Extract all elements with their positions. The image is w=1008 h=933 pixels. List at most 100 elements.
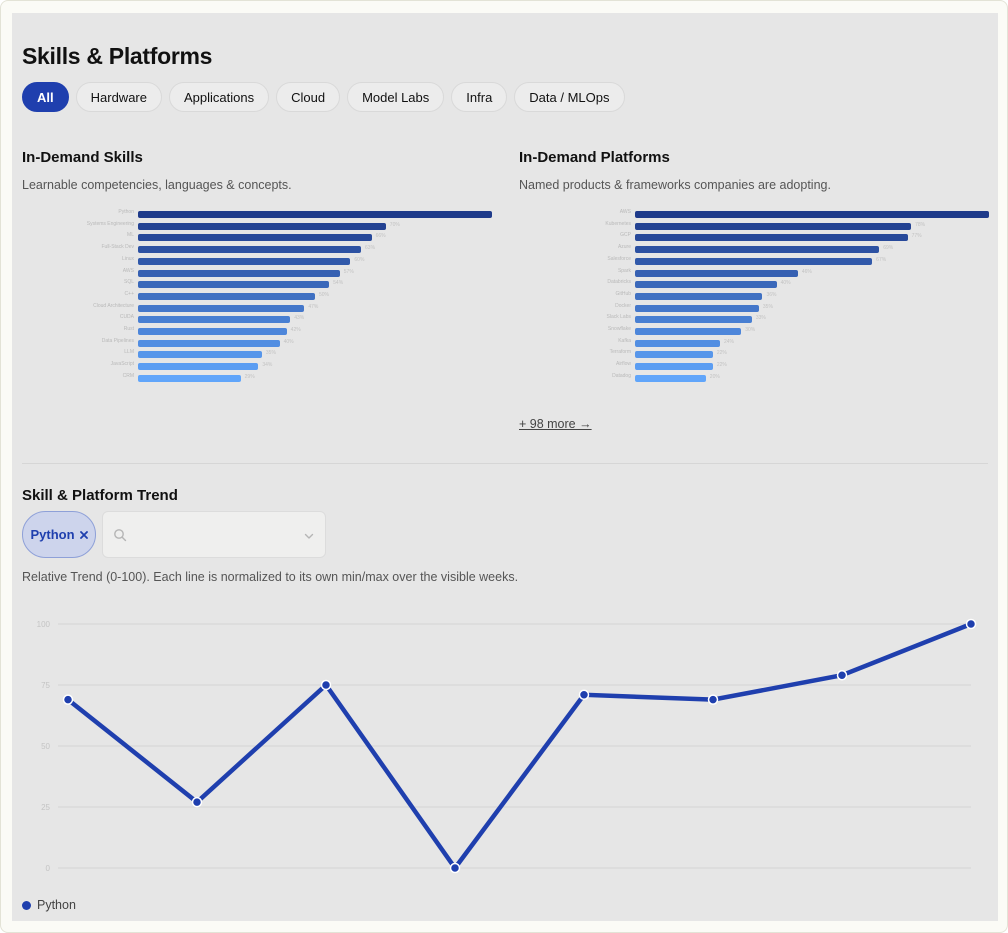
- filter-chip-data-mlops[interactable]: Data / MLOps: [514, 82, 625, 112]
- selected-skill-chip[interactable]: Python: [22, 511, 96, 558]
- platform-bar[interactable]: [635, 351, 713, 359]
- platform-bar[interactable]: [635, 363, 713, 371]
- skill-bar-value: 29%: [244, 373, 255, 380]
- platform-bar[interactable]: [635, 304, 759, 312]
- platform-bar[interactable]: [635, 328, 742, 335]
- skill-bar-value: 35%: [265, 350, 276, 357]
- platform-bar[interactable]: [635, 211, 989, 218]
- trend-legend: Python: [22, 898, 76, 912]
- platform-bar-row: Terraform 22%: [519, 349, 989, 359]
- platform-bar-row: Slack Labs 33%: [519, 314, 989, 324]
- filter-chip-all[interactable]: All: [22, 82, 69, 112]
- legend-swatch-python: [22, 900, 31, 910]
- platform-bar-value: 20%: [709, 373, 720, 380]
- platform-bar-label: AWS: [619, 209, 631, 215]
- skill-bar-row: ML 66%: [22, 232, 492, 242]
- skill-bar-label: Rust: [123, 326, 134, 332]
- platform-bar-label: Airflow: [615, 361, 631, 368]
- skill-bar-row: Full-Stack Dev 63%: [22, 244, 492, 254]
- platform-bar[interactable]: [635, 222, 912, 230]
- platform-bar-row: Kafka 24%: [519, 338, 989, 348]
- skill-bar-value: 54%: [333, 280, 344, 287]
- data-point-python[interactable]: [449, 862, 461, 874]
- skill-search-combobox[interactable]: [102, 511, 326, 558]
- trend-line-chart: 0255075100Mar 28, 2026Apr 4, 2026Apr 11,…: [37, 618, 977, 874]
- close-icon[interactable]: [79, 527, 88, 542]
- platform-bar-value: 22%: [716, 350, 727, 357]
- skill-bar[interactable]: [138, 281, 330, 289]
- skill-bar[interactable]: [138, 328, 287, 335]
- data-point-python[interactable]: [191, 796, 203, 808]
- platform-bar-label: Salesforce: [607, 255, 631, 262]
- skill-bar-row: CRM 29%: [22, 372, 492, 383]
- page-title: Skills & Platforms: [22, 43, 213, 69]
- platform-bar-label: Slack Labs: [606, 314, 631, 321]
- skill-bar-row: Systems Engineering 70%: [22, 220, 492, 231]
- skill-bar-label: SQL: [123, 279, 134, 286]
- skills-section-title: In-Demand Skills: [22, 149, 143, 166]
- filter-chip-applications[interactable]: Applications: [168, 82, 270, 112]
- skill-bar[interactable]: [138, 222, 386, 230]
- skills-bar-chart: Python Systems Engineering 70% ML 66% Full-St…: [22, 209, 492, 391]
- platform-bar-value: 35%: [762, 303, 773, 310]
- skill-bar-row: AWS 57%: [22, 267, 492, 278]
- skill-bar-row: C++ 50%: [22, 290, 492, 301]
- platform-bar[interactable]: [635, 292, 763, 300]
- platform-bar[interactable]: [635, 269, 798, 277]
- skill-bar[interactable]: [138, 363, 259, 371]
- filter-chip-model-labs[interactable]: Model Labs: [347, 82, 445, 112]
- platform-bar[interactable]: [635, 339, 720, 347]
- platform-bar-row: Salesforce 67%: [519, 255, 989, 266]
- skill-bar[interactable]: [138, 304, 305, 312]
- platform-bar-label: Docker: [615, 302, 631, 309]
- skill-bar[interactable]: [138, 339, 280, 347]
- skill-bar-label: LLM: [124, 349, 134, 356]
- platform-bar[interactable]: [635, 257, 873, 265]
- skill-bar-value: 40%: [283, 338, 294, 345]
- skill-bar-label: Data Pipelines: [101, 337, 134, 344]
- platform-bar[interactable]: [635, 374, 706, 382]
- skill-bar[interactable]: [138, 246, 362, 254]
- data-point-python[interactable]: [320, 679, 332, 691]
- skill-bar-label: C++: [124, 290, 134, 297]
- skill-bar[interactable]: [138, 292, 315, 300]
- data-point-python[interactable]: [836, 669, 848, 681]
- platform-bar[interactable]: [635, 234, 908, 242]
- skill-bar[interactable]: [138, 351, 262, 359]
- platform-bar-value: 33%: [755, 315, 766, 322]
- skill-bar-label: Systems Engineering: [86, 220, 134, 227]
- platform-bar-row: Docker 35%: [519, 302, 989, 313]
- skill-bar[interactable]: [138, 269, 340, 277]
- platform-bar-value: 78%: [915, 221, 926, 228]
- platform-bar[interactable]: [635, 316, 752, 324]
- data-point-python[interactable]: [965, 618, 977, 630]
- skill-bar[interactable]: [138, 257, 351, 265]
- data-point-python[interactable]: [578, 689, 590, 701]
- skill-bar-value: 63%: [365, 245, 376, 252]
- platform-bar[interactable]: [635, 281, 777, 289]
- skill-bar-label: CRM: [122, 372, 134, 379]
- platforms-bar-chart: AWS Kubernetes 78% GCP 77% Azure 69% Salesforce…: [519, 209, 989, 391]
- data-point-python[interactable]: [707, 694, 719, 705]
- skill-bar[interactable]: [138, 374, 241, 382]
- data-point-python[interactable]: [62, 694, 74, 705]
- series-line-python: [65, 621, 974, 872]
- chevron-down-icon[interactable]: [303, 529, 315, 547]
- more-platforms-link[interactable]: + 98 more →: [519, 417, 592, 431]
- skill-bar[interactable]: [138, 316, 291, 324]
- skill-bar-label: Linux: [122, 255, 134, 262]
- filter-chip-hardware[interactable]: Hardware: [75, 82, 162, 112]
- filter-chip-infra[interactable]: Infra: [451, 82, 508, 112]
- filter-chip-cloud[interactable]: Cloud: [276, 82, 341, 112]
- skill-bar-label: Cloud Architecture: [93, 302, 134, 309]
- platform-bar[interactable]: [635, 246, 880, 254]
- skill-bar-label: ML: [127, 232, 134, 239]
- skill-bar-value: 57%: [343, 268, 354, 275]
- skill-bar[interactable]: [138, 234, 372, 242]
- skill-bar-row: Data Pipelines 40%: [22, 337, 492, 348]
- skill-bar[interactable]: [138, 211, 492, 218]
- skill-bar-label: Python: [118, 209, 134, 215]
- platform-bar-value: 69%: [883, 245, 894, 252]
- skill-bar-label: AWS: [122, 267, 134, 274]
- skill-bar-label: JavaScript: [110, 361, 134, 368]
